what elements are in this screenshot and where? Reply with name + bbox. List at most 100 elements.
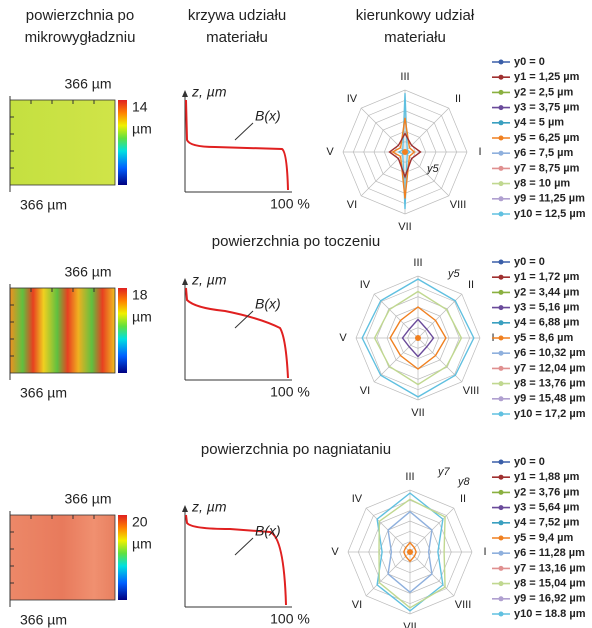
curve-label: B(x): [255, 296, 281, 312]
surface-map: [9, 287, 116, 374]
radar-axis-label: III: [400, 71, 409, 83]
legend-entry: y5 = 9,4 µm: [514, 532, 573, 544]
legend-entry: y3 = 3,75 µm: [514, 102, 580, 114]
legend-entry: y3 = 5,16 µm: [514, 302, 580, 314]
legend-entry: y10 = 18.8 µm: [514, 608, 586, 620]
radar-axis-label: VI: [360, 385, 370, 397]
legend-marker: [498, 196, 504, 202]
legend-marker: [498, 489, 504, 495]
radar-axis-label: II: [460, 493, 466, 505]
radar-axis-label: III: [405, 471, 414, 483]
legend-entry: y0 = 0: [514, 256, 545, 268]
legend-entry: y10 = 12,5 µm: [514, 208, 586, 220]
legend-marker: [498, 274, 504, 280]
legend-marker: [498, 74, 504, 80]
column-header: materiału: [384, 29, 446, 46]
legend-marker: [498, 259, 504, 265]
radar-axis-label: II: [455, 93, 461, 105]
radar-annotation: y8: [457, 476, 471, 488]
legend-entry: y6 = 10,32 µm: [514, 347, 586, 359]
map-height-label: 366 µm: [20, 385, 67, 401]
legend-marker: [498, 520, 504, 526]
radar-axis-label: VIII: [463, 385, 480, 397]
radar-axis-label: VII: [398, 221, 411, 233]
material-curve: [185, 287, 289, 379]
map-height-label: 366 µm: [20, 612, 67, 628]
material-curve: [185, 99, 289, 191]
radar-axis-label: IV: [352, 493, 363, 505]
legend-entry: y7 = 13,16 µm: [514, 562, 586, 574]
legend-entry: y4 = 7,52 µm: [514, 517, 580, 529]
radar-axis-label: V: [326, 146, 334, 158]
legend-entry: y2 = 2,5 µm: [514, 86, 573, 98]
radar-spoke: [360, 151, 406, 197]
curve-axis-label: z, µm: [191, 499, 227, 515]
radar-axis-label: II: [468, 279, 474, 291]
radar-center: [415, 335, 421, 341]
surface-map: [9, 514, 116, 601]
legend-marker: [498, 611, 504, 617]
curve-label: B(x): [255, 523, 281, 539]
legend-entry: y9 = 16,92 µm: [514, 593, 586, 605]
radar-axis-label: VII: [411, 407, 424, 419]
legend-entry: y10 = 17,2 µm: [514, 408, 586, 420]
radar-spoke: [417, 293, 463, 339]
leader: [234, 537, 254, 556]
legend-entry: y1 = 1,88 µm: [514, 471, 580, 483]
legend-entry: y9 = 11,25 µm: [514, 193, 585, 205]
legend-marker: [498, 365, 504, 371]
legend-marker: [498, 105, 504, 111]
radar-center: [407, 549, 413, 555]
legend-marker: [498, 474, 504, 480]
column-header: powierzchnia po: [26, 7, 134, 24]
curve-end-label: 100 %: [270, 196, 310, 212]
scale-max: 20: [132, 514, 148, 530]
surface-map: [9, 99, 116, 186]
arrow: [182, 505, 188, 512]
radar-axis-label: VII: [403, 621, 416, 628]
colorbar: [118, 288, 127, 373]
scale-unit: µm: [132, 536, 152, 552]
legend-marker: [498, 350, 504, 356]
legend-marker: [498, 59, 504, 65]
column-header: materiału: [206, 29, 268, 46]
radar-series: [389, 306, 447, 370]
radar-spoke: [404, 151, 450, 197]
legend-entry: y8 = 10 µm: [514, 178, 570, 190]
legend-marker: [498, 320, 504, 326]
radar-series: [361, 278, 475, 398]
legend-entry: y4 = 6,88 µm: [514, 317, 580, 329]
legend-marker: [498, 305, 504, 311]
radar-series: [401, 318, 435, 358]
map-height-label: 366 µm: [20, 197, 67, 213]
radar-spoke: [417, 337, 463, 383]
leader: [234, 122, 254, 141]
section-title: powierzchnia po toczeniu: [212, 233, 380, 250]
radar-axis-label: V: [331, 546, 339, 558]
radar-axis-label: I: [483, 546, 486, 558]
legend-entry: y8 = 13,76 µm: [514, 378, 586, 390]
section-title: powierzchnia po nagniataniu: [201, 441, 391, 458]
legend-entry: y5 = 8,6 µm: [514, 332, 573, 344]
scale-unit: µm: [132, 309, 152, 325]
column-header: krzywa udziału: [188, 7, 286, 24]
legend-marker: [498, 505, 504, 511]
legend-marker: [498, 135, 504, 141]
legend-marker: [498, 89, 504, 95]
column-header: mikrowygładzniu: [25, 29, 136, 46]
legend-entry: y8 = 15,04 µm: [514, 578, 586, 590]
legend-marker: [498, 289, 504, 295]
radar-axis-label: VIII: [455, 599, 472, 611]
radar-axis-label: IV: [347, 93, 358, 105]
radar-series: [387, 510, 433, 594]
curve-end-label: 100 %: [270, 384, 310, 400]
arrow: [182, 90, 188, 97]
legend-entry: y2 = 3,76 µm: [514, 486, 580, 498]
legend-entry: y0 = 0: [514, 56, 545, 68]
legend-marker: [498, 150, 504, 156]
legend-entry: y0 = 0: [514, 456, 545, 468]
legend-entry: y1 = 1,25 µm: [514, 71, 580, 83]
legend-entry: y4 = 5 µm: [514, 117, 564, 129]
legend-entry: y6 = 7,5 µm: [514, 147, 573, 159]
column-header: kierunkowy udział: [356, 7, 475, 24]
